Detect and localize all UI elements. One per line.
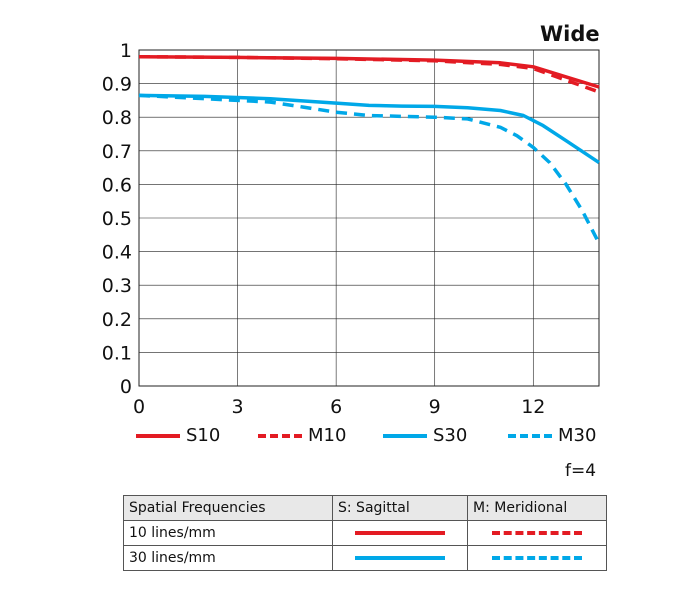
legend-swatch-s10 <box>136 433 180 438</box>
y-tick-label: 0.6 <box>102 174 132 196</box>
y-tick-label: 0.4 <box>102 242 132 264</box>
header-meridional: M: Meridional <box>467 495 607 521</box>
legend-m10: M10 <box>258 425 346 446</box>
meridional-10-line <box>467 520 607 546</box>
mtf-chart: 0 3 6 9 12 0 0.1 0.2 0.3 0.4 0.5 0.6 0.7 0.8 0.9 1 <box>102 40 601 418</box>
meridional-10-swatch <box>492 531 582 535</box>
table-header-row: Spatial Frequencies S: Sagittal M: Merid… <box>123 495 607 521</box>
x-tick-label: 12 <box>521 396 545 418</box>
series-line-m10 <box>138 54 600 94</box>
plot-frame <box>138 49 600 387</box>
aperture-note: f=4 <box>565 461 597 481</box>
y-tick-label: 1 <box>120 40 132 62</box>
x-tick-label: 9 <box>429 396 441 418</box>
y-tick-label: 0.2 <box>102 309 132 331</box>
y-tick-label: 0.7 <box>102 141 132 163</box>
y-tick-labels: 0 0.1 0.2 0.3 0.4 0.5 0.6 0.7 0.8 0.9 1 <box>102 40 132 398</box>
series-line-s30 <box>138 93 600 165</box>
header-sagittal: S: Sagittal <box>332 495 468 521</box>
legend-label-m10: M10 <box>308 425 347 446</box>
row-label-30: 30 lines/mm <box>123 545 333 571</box>
legend-label-s10: S10 <box>186 425 221 446</box>
y-tick-label: 0.8 <box>102 107 132 129</box>
series-lines <box>138 54 601 245</box>
y-tick-label: 0.3 <box>102 275 132 297</box>
legend-swatch-s30 <box>383 433 427 438</box>
table-row: 10 lines/mm <box>123 520 607 546</box>
x-tick-label: 6 <box>330 396 342 418</box>
series-line-s10 <box>138 54 600 89</box>
meridional-30-swatch <box>492 556 582 560</box>
legend-s10: S10 <box>136 425 220 446</box>
x-tick-label: 3 <box>232 396 244 418</box>
legend-m30: M30 <box>508 425 596 446</box>
grid <box>139 49 599 386</box>
legend-swatch-m10 <box>258 433 302 438</box>
sagittal-30-line <box>332 545 468 571</box>
sagittal-10-swatch <box>355 531 445 535</box>
x-tick-labels: 0 3 6 9 12 <box>133 396 545 418</box>
meridional-30-line <box>467 545 607 571</box>
series-line-m30 <box>138 93 601 245</box>
legend-s30: S30 <box>383 425 467 446</box>
frequency-table: Spatial Frequencies S: Sagittal M: Merid… <box>123 495 607 571</box>
y-tick-label: 0.1 <box>102 342 132 364</box>
row-label-10: 10 lines/mm <box>123 520 333 546</box>
legend-swatch-m30 <box>508 433 552 438</box>
x-tick-label: 0 <box>133 396 145 418</box>
table-row: 30 lines/mm <box>123 545 607 571</box>
y-tick-label: 0.9 <box>102 74 132 96</box>
sagittal-10-line <box>332 520 468 546</box>
y-tick-label: 0.5 <box>102 208 132 230</box>
axes <box>138 49 600 387</box>
legend-label-m30: M30 <box>558 425 597 446</box>
y-tick-label: 0 <box>120 376 132 398</box>
legend-label-s30: S30 <box>433 425 468 446</box>
chart-title: Wide <box>540 22 600 46</box>
header-spatial-frequencies: Spatial Frequencies <box>123 495 333 521</box>
sagittal-30-swatch <box>355 556 445 560</box>
